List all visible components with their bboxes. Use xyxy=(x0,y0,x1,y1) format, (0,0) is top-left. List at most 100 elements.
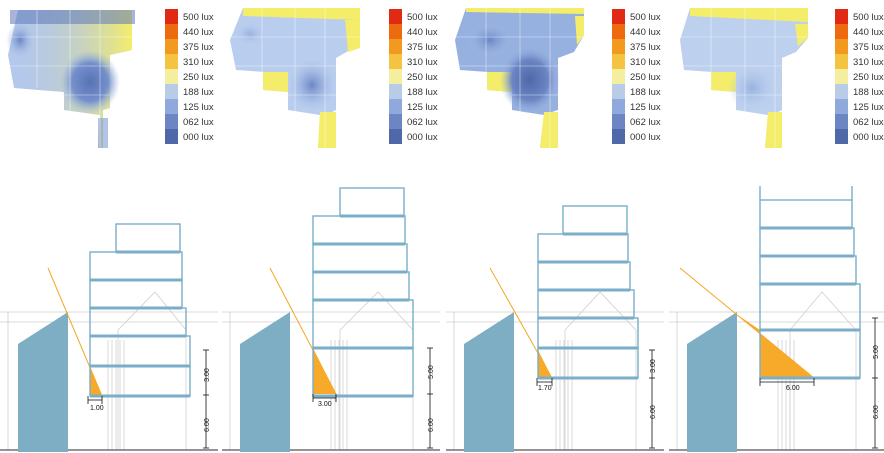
illuminance-map-3 xyxy=(455,8,584,148)
opposite-building xyxy=(687,312,737,452)
ghost-roof xyxy=(564,291,637,331)
height-dimension xyxy=(427,347,433,449)
ghost-roof xyxy=(789,291,857,331)
legend-swatch xyxy=(389,54,402,69)
legend-label: 500 lux xyxy=(407,12,438,23)
legend-label: 500 lux xyxy=(183,12,214,23)
ghost-roof xyxy=(117,291,187,331)
legend-swatch xyxy=(165,9,178,24)
legend-label: 250 lux xyxy=(630,72,661,83)
legend-swatch xyxy=(165,84,178,99)
legend-swatch xyxy=(835,24,848,39)
legend-label: 500 lux xyxy=(630,12,661,23)
floor xyxy=(89,335,191,367)
legend-label: 440 lux xyxy=(853,27,884,38)
legend-label: 500 lux xyxy=(853,12,884,23)
legend-label: 000 lux xyxy=(853,132,884,143)
floor xyxy=(537,317,639,349)
legend-3: 500 lux 440 lux 375 lux 310 lux 250 lux 188 l… xyxy=(612,9,661,144)
legend-swatch xyxy=(612,54,625,69)
legend-label: 125 lux xyxy=(407,102,438,113)
floor xyxy=(759,199,853,229)
legend-swatch xyxy=(835,129,848,144)
legend-swatch xyxy=(165,54,178,69)
offset-label: 1.70 xyxy=(538,385,552,392)
legend-swatch xyxy=(165,39,178,54)
legend-swatch xyxy=(389,84,402,99)
legend-swatch xyxy=(835,84,848,99)
floor xyxy=(312,271,410,301)
daylight-wedge xyxy=(313,348,336,394)
floor xyxy=(89,251,183,281)
legend-swatch xyxy=(389,99,402,114)
legend-swatch xyxy=(389,129,402,144)
legend-label: 375 lux xyxy=(183,42,214,53)
daylight-wedge xyxy=(736,314,814,378)
legend-label: 375 lux xyxy=(630,42,661,53)
floor-stack xyxy=(537,205,639,380)
height-label-lower: 6.00 xyxy=(873,405,880,419)
offset-label: 3.00 xyxy=(318,401,332,408)
floor xyxy=(537,347,639,379)
height-label-upper: 3.00 xyxy=(650,359,657,373)
section-c: 1.70 3.00 6.00 xyxy=(446,205,664,452)
legend-label: 440 lux xyxy=(630,27,661,38)
legend-label: 375 lux xyxy=(407,42,438,53)
legend-swatch xyxy=(165,69,178,84)
floor xyxy=(89,279,183,309)
legend-swatch xyxy=(165,24,178,39)
legend-swatch xyxy=(612,39,625,54)
floor xyxy=(759,227,855,257)
legend-label: 440 lux xyxy=(183,27,214,38)
context-lines xyxy=(0,291,218,450)
section-b: 3.00 5.00 6.00 xyxy=(222,187,440,452)
floor xyxy=(537,289,635,319)
legend-label: 062 lux xyxy=(853,117,884,128)
legends: 500 lux 440 lux 375 lux 310 lux 250 lux 188 l… xyxy=(165,9,884,144)
floor-stack xyxy=(759,186,861,380)
legend-label: 125 lux xyxy=(630,102,661,113)
legend-label: 188 lux xyxy=(853,87,884,98)
floor-stack xyxy=(89,223,191,398)
legend-swatch xyxy=(389,39,402,54)
section-a: 1.00 3.00 6.00 xyxy=(0,223,218,452)
height-label-lower: 6.00 xyxy=(204,418,211,432)
height-label-lower: 6.00 xyxy=(650,405,657,419)
legend-label: 188 lux xyxy=(407,87,438,98)
floor xyxy=(339,187,405,217)
floor-stack xyxy=(312,187,414,398)
legend-swatch xyxy=(612,99,625,114)
opposite-building xyxy=(464,312,514,452)
legend-label: 310 lux xyxy=(853,57,884,68)
height-dimension xyxy=(203,349,209,449)
height-label-upper: 5.00 xyxy=(428,365,435,379)
legend-swatch xyxy=(165,129,178,144)
legend-swatch xyxy=(165,99,178,114)
legend-swatch xyxy=(612,69,625,84)
legend-label: 310 lux xyxy=(183,57,214,68)
height-dimension xyxy=(872,317,878,449)
legend-swatch xyxy=(835,114,848,129)
legend-label: 062 lux xyxy=(630,117,661,128)
legend-swatch xyxy=(835,54,848,69)
floor xyxy=(537,261,631,291)
legend-swatch xyxy=(389,114,402,129)
legend-swatch xyxy=(612,114,625,129)
legend-swatch xyxy=(165,114,178,129)
legend-swatch xyxy=(835,39,848,54)
legend-swatch xyxy=(612,129,625,144)
floor xyxy=(89,365,191,397)
legend-4: 500 lux 440 lux 375 lux 310 lux 250 lux 188 l… xyxy=(835,9,884,144)
floor xyxy=(562,205,628,235)
sections: 1.003.006.00 3.00 5.00 6.00 1.70 3.00 6.00 6.00… xyxy=(0,186,884,452)
legend-swatch xyxy=(612,24,625,39)
legend-label: 375 lux xyxy=(853,42,884,53)
legend-1: 500 lux 440 lux 375 lux 310 lux 250 lux 188 l… xyxy=(165,9,214,144)
offset-dimension xyxy=(87,396,103,404)
offset-label: 1.00 xyxy=(90,405,104,412)
legend-swatch xyxy=(389,9,402,24)
legend-label: 250 lux xyxy=(407,72,438,83)
legend-label: 125 lux xyxy=(853,102,884,113)
legend-swatch xyxy=(612,9,625,24)
